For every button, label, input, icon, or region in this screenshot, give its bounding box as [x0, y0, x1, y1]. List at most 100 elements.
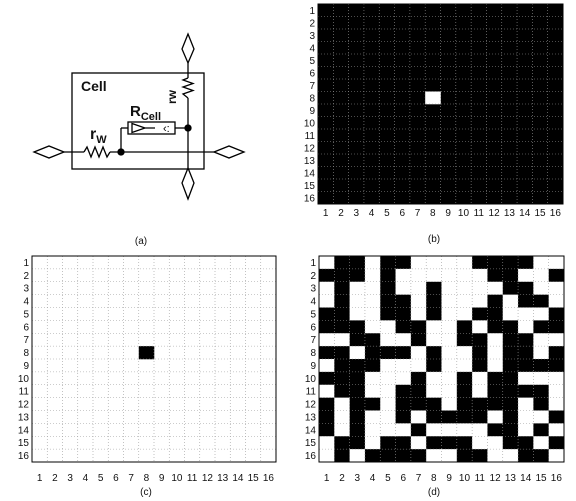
heatmap-cell: [426, 307, 442, 321]
heatmap-cell: [441, 410, 458, 424]
heatmap-cell: [380, 294, 396, 308]
heatmap-cell: [334, 449, 350, 463]
heatmap-cell: [395, 320, 412, 334]
heatmap-cell: [426, 346, 442, 360]
heatmap-cell: [548, 281, 565, 295]
heatmap-cell: [334, 410, 350, 424]
col-tick-label: 11: [475, 473, 486, 484]
heatmap-cell: [425, 91, 441, 105]
heatmap-cell: [518, 294, 534, 308]
col-tick-label: 14: [519, 208, 531, 219]
bottom-terminal: [181, 166, 195, 201]
col-tick-label: 7: [128, 473, 134, 484]
heatmap-cell: [410, 346, 427, 360]
heatmap-cell: [548, 449, 565, 463]
heatmap-cell: [410, 371, 427, 386]
heatmap-cell: [472, 346, 488, 360]
col-tick-label: 8: [431, 473, 437, 484]
heatmap-cell: [502, 320, 519, 334]
heatmap-cell: [426, 436, 442, 450]
row-tick-label: 5: [310, 309, 316, 320]
heatmap-cell: [487, 397, 504, 411]
heatmap-cell: [395, 397, 412, 411]
col-tick-label: 15: [248, 473, 260, 484]
left-terminal: [32, 145, 66, 159]
heatmap-cell: [319, 346, 335, 360]
heatmap-cell: [518, 436, 534, 450]
row-tick-label: 15: [304, 181, 316, 192]
heatmap-cell: [472, 410, 488, 424]
heatmap-cell: [395, 371, 412, 386]
heatmap-cell: [138, 346, 155, 360]
heatmap-cell: [487, 423, 504, 437]
r-cell-label: RCell: [130, 103, 161, 123]
heatmap-cell: [364, 423, 381, 437]
row-tick-label: 14: [304, 168, 316, 179]
heatmap-cell: [319, 268, 335, 283]
heatmap-cell: [472, 294, 488, 308]
row-tick-label: 15: [18, 438, 30, 449]
row-tick-label: 13: [304, 156, 316, 167]
heatmap-cell: [319, 281, 335, 295]
heatmap-cell: [487, 410, 504, 424]
heatmap-cell: [502, 294, 519, 308]
heatmap-cell: [319, 333, 335, 347]
col-tick-label: 5: [98, 473, 104, 484]
junction-dot-left: [117, 148, 125, 156]
row-tick-label: 8: [23, 348, 29, 359]
heatmap-cell: [441, 281, 458, 295]
col-tick-label: 5: [384, 208, 390, 219]
row-tick-label: 11: [305, 131, 316, 142]
heatmap-cell: [456, 307, 473, 321]
heatmap-cell: [334, 333, 350, 347]
row-tick-label: 2: [309, 18, 315, 29]
heatmap-cell: [518, 281, 534, 295]
cell-box: [71, 72, 205, 170]
col-tick-label: 2: [52, 473, 58, 484]
heatmap-cell: [410, 359, 427, 373]
horizontal-resistor-rw: [83, 145, 111, 159]
heatmap-cell: [410, 436, 427, 450]
caption-d: (d): [428, 487, 440, 498]
row-tick-label: 7: [23, 335, 29, 346]
heatmap-cell: [456, 320, 473, 334]
heatmap-cell: [502, 371, 519, 386]
heatmap-cell: [502, 268, 519, 283]
heatmap-cell: [548, 359, 565, 373]
heatmap-cell: [472, 423, 488, 437]
heatmap-cell: [533, 320, 549, 334]
heatmap-cell: [487, 359, 504, 373]
heatmap-cell: [349, 320, 366, 334]
col-tick-label: 11: [187, 473, 198, 484]
heatmap-cell: [395, 346, 412, 360]
col-tick-label: 3: [353, 208, 359, 219]
heatmap-cell: [472, 397, 488, 411]
heatmap-cell: [426, 294, 442, 308]
heatmap-cell: [518, 397, 534, 411]
heatmap-cell: [502, 449, 519, 463]
heatmap-cell: [441, 371, 458, 386]
row-tick-label: 13: [305, 412, 317, 423]
row-tick-label: 1: [310, 258, 316, 269]
col-tick-label: 9: [446, 473, 452, 484]
heatmap-cell: [380, 410, 396, 424]
col-tick-label: 4: [370, 473, 376, 484]
heatmap-cell: [319, 371, 335, 386]
col-tick-label: 8: [430, 208, 436, 219]
heatmap-cell: [380, 333, 396, 347]
heatmap-cell: [334, 346, 350, 360]
heatmap-cell: [502, 346, 519, 360]
col-tick-label: 3: [354, 473, 360, 484]
heatmap-cell: [319, 410, 335, 424]
heatmap-cell: [502, 423, 519, 437]
heatmap-cell: [441, 256, 458, 270]
col-tick-label: 16: [550, 208, 562, 219]
col-tick-label: 7: [416, 473, 422, 484]
row-tick-label: 2: [23, 271, 29, 282]
heatmap-cell: [533, 423, 549, 437]
memristor-arrow: [131, 122, 155, 134]
col-tick-label: 12: [202, 473, 214, 484]
col-tick-label: 5: [385, 473, 391, 484]
row-tick-label: 6: [23, 322, 29, 333]
